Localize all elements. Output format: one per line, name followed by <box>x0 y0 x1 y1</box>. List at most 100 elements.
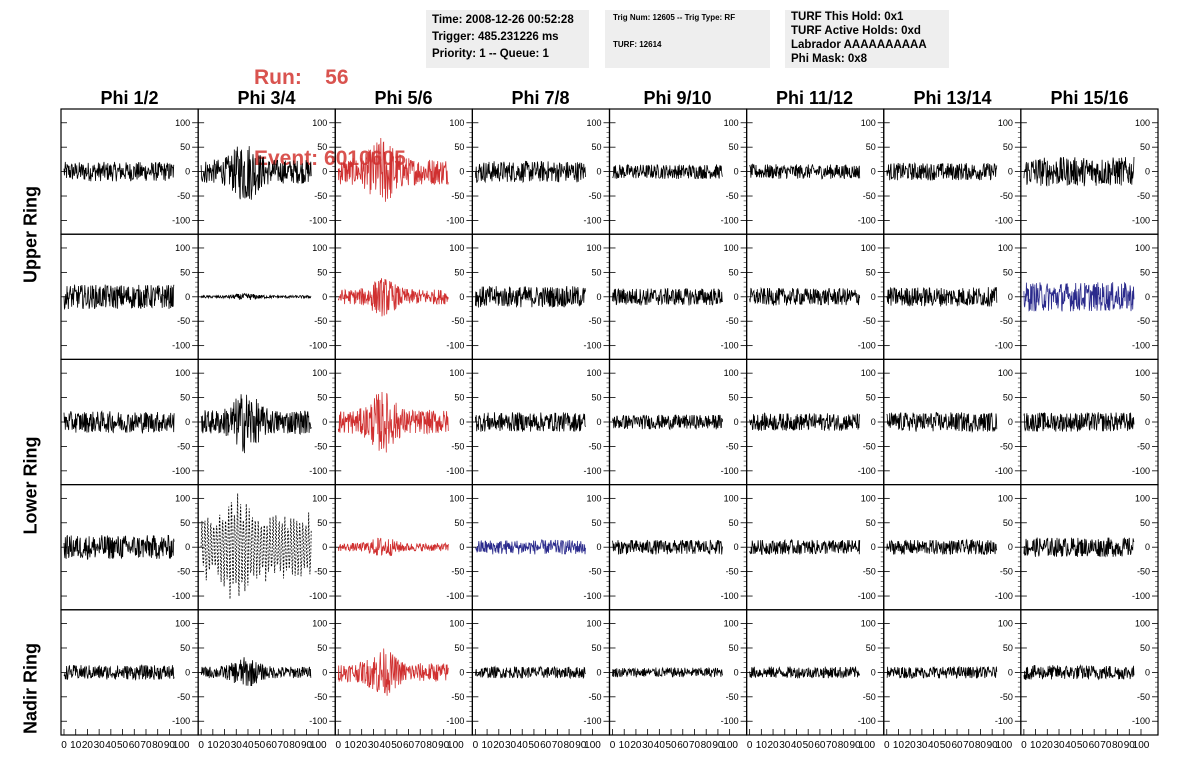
y-tick-label: 0 <box>871 167 876 177</box>
y-tick-label: -100 <box>721 466 739 476</box>
waveform-trace <box>886 665 998 680</box>
x-tick-label: 0 <box>335 740 341 751</box>
y-tick-label: 100 <box>312 493 327 503</box>
y-tick-label: -50 <box>588 316 601 326</box>
y-tick-label: -100 <box>995 716 1013 726</box>
y-tick-label: 100 <box>312 243 327 253</box>
y-tick-label: 0 <box>596 417 601 427</box>
x-tick-label: 100 <box>584 740 601 751</box>
x-tick-label: 70 <box>552 740 564 751</box>
x-tick-label: 20 <box>219 740 231 751</box>
waveform-trace <box>475 665 586 680</box>
x-tick-label: 10 <box>893 740 905 751</box>
y-tick-label: 50 <box>180 393 190 403</box>
x-tick-label: 70 <box>415 740 427 751</box>
y-tick-label: 50 <box>866 393 876 403</box>
y-tick-label: 50 <box>866 267 876 277</box>
y-tick-label: 50 <box>729 643 739 653</box>
x-tick-label: 80 <box>426 740 438 751</box>
y-tick-label: 0 <box>871 292 876 302</box>
y-tick-label: -100 <box>858 716 876 726</box>
x-tick-label: 10 <box>756 740 768 751</box>
y-tick-label: 100 <box>998 368 1013 378</box>
waveform-trace <box>200 657 312 687</box>
y-tick-label: -100 <box>1132 591 1150 601</box>
column-header-phi-9-10: Phi 9/10 <box>643 88 712 108</box>
y-tick-label: -50 <box>588 692 601 702</box>
y-tick-label: 100 <box>449 619 464 629</box>
x-tick-label: 60 <box>677 740 689 751</box>
x-tick-label: 20 <box>82 740 94 751</box>
y-tick-label: -100 <box>583 466 601 476</box>
y-tick-label: 50 <box>729 393 739 403</box>
y-tick-label: -100 <box>172 716 190 726</box>
y-tick-label: 100 <box>586 368 601 378</box>
y-tick-label: -100 <box>446 341 464 351</box>
waveform-trace <box>475 160 586 184</box>
y-tick-label: 50 <box>729 267 739 277</box>
y-tick-label: -100 <box>583 591 601 601</box>
y-tick-label: -100 <box>721 215 739 225</box>
y-tick-label: 50 <box>317 643 327 653</box>
x-tick-label: 90 <box>987 740 999 751</box>
waveform-trace <box>63 284 175 311</box>
y-tick-label: 0 <box>1145 167 1150 177</box>
y-tick-label: 100 <box>586 118 601 128</box>
y-tick-label: -100 <box>583 716 601 726</box>
x-tick-label: 80 <box>564 740 576 751</box>
y-tick-label: 50 <box>317 518 327 528</box>
x-tick-label: 0 <box>747 740 753 751</box>
y-tick-label: 0 <box>1008 667 1013 677</box>
x-tick-label: 30 <box>94 740 106 751</box>
y-tick-label: 0 <box>871 667 876 677</box>
x-tick-label: 0 <box>1021 740 1027 751</box>
y-tick-label: -100 <box>995 591 1013 601</box>
y-tick-label: 100 <box>861 243 876 253</box>
y-tick-label: -50 <box>863 316 876 326</box>
y-tick-label: -100 <box>721 716 739 726</box>
y-tick-label: 50 <box>1003 393 1013 403</box>
x-tick-label: 60 <box>266 740 278 751</box>
y-tick-label: 50 <box>1140 267 1150 277</box>
x-tick-label: 20 <box>905 740 917 751</box>
turf-info-box: TURF This Hold: 0x1 TURF Active Holds: 0… <box>785 10 949 68</box>
y-tick-label: 0 <box>1145 292 1150 302</box>
y-tick-label: -100 <box>1132 716 1150 726</box>
labrador-text: Labrador AAAAAAAAAA <box>791 39 927 51</box>
y-tick-label: -100 <box>995 215 1013 225</box>
x-tick-label: 60 <box>540 740 552 751</box>
y-tick-label: 50 <box>591 393 601 403</box>
waveform-trace <box>337 537 449 557</box>
y-tick-label: 100 <box>449 368 464 378</box>
waveform-trace <box>749 538 861 556</box>
x-tick-label: 0 <box>198 740 204 751</box>
y-tick-label: -100 <box>446 716 464 726</box>
x-tick-label: 40 <box>105 740 117 751</box>
waveform-trace <box>612 539 723 556</box>
y-tick-label: 100 <box>724 619 739 629</box>
x-tick-label: 40 <box>242 740 254 751</box>
waveform-trace <box>612 163 723 180</box>
y-tick-label: 100 <box>449 493 464 503</box>
y-tick-label: 100 <box>861 619 876 629</box>
y-tick-label: -100 <box>858 341 876 351</box>
y-tick-label: 0 <box>322 292 327 302</box>
y-tick-label: 100 <box>998 493 1013 503</box>
x-tick-label: 70 <box>963 740 975 751</box>
y-tick-label: -100 <box>309 215 327 225</box>
x-tick-label: 30 <box>642 740 654 751</box>
y-tick-label: 100 <box>861 118 876 128</box>
y-tick-label: -50 <box>1000 316 1013 326</box>
y-tick-label: 0 <box>185 667 190 677</box>
y-tick-label: 50 <box>1003 518 1013 528</box>
y-tick-label: -100 <box>172 341 190 351</box>
x-tick-label: 20 <box>493 740 505 751</box>
waveform-trace <box>612 666 723 678</box>
waveform-trace <box>200 292 312 301</box>
y-tick-label: 0 <box>596 542 601 552</box>
x-tick-label: 80 <box>152 740 164 751</box>
y-tick-label: -50 <box>314 692 327 702</box>
x-tick-label: 60 <box>403 740 415 751</box>
waveform-trace <box>337 278 449 317</box>
y-tick-label: 100 <box>586 619 601 629</box>
